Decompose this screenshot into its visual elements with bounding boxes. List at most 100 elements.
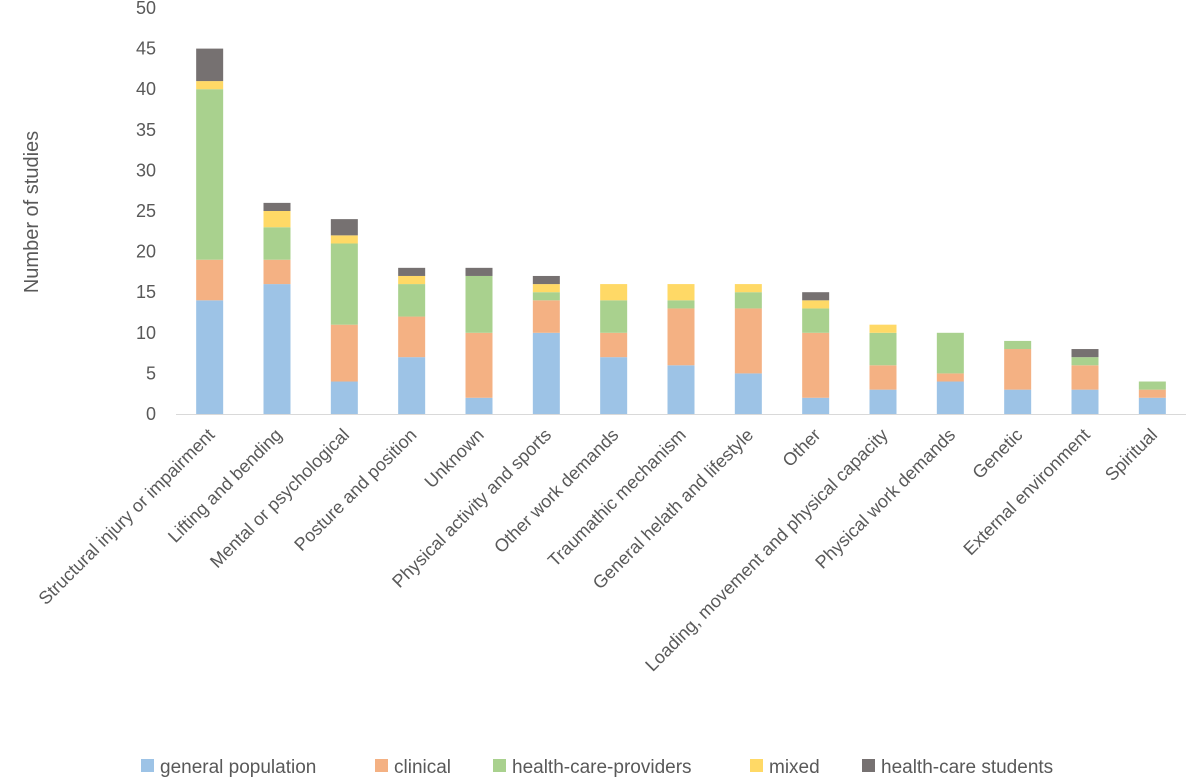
- bar-segment-clinical: [398, 316, 426, 358]
- x-category-label: Traumathic mechanism: [544, 425, 690, 571]
- bar-segment-general-population: [465, 397, 493, 414]
- bar-segment-health-care-providers: [263, 227, 291, 260]
- bar-segment-health-care-providers: [532, 292, 560, 301]
- legend-label: general population: [160, 757, 316, 778]
- bar-segment-mixed: [869, 324, 897, 333]
- legend-swatch: [375, 759, 388, 772]
- legend-swatch: [862, 759, 875, 772]
- y-tick-label: 0: [146, 404, 156, 424]
- x-category-label: Unknown: [421, 425, 488, 492]
- x-category-label: External environment: [959, 425, 1093, 559]
- bar-segment-health-care-students: [330, 219, 358, 236]
- legend-label: health-care-providers: [512, 757, 692, 778]
- bar-segment-clinical: [802, 332, 830, 398]
- bar-segment-mixed: [330, 235, 358, 244]
- bar-segment-health-care-providers: [1138, 381, 1166, 390]
- bar-segment-health-care-providers: [398, 284, 426, 317]
- y-axis: 0 5 10 15 20 25 30 35 40 45 50: [136, 0, 156, 424]
- bar-segment-health-care-students: [196, 48, 224, 82]
- legend-label: mixed: [769, 757, 820, 778]
- bar-segment-health-care-providers: [330, 243, 358, 325]
- x-category-label: Posture and position: [290, 425, 420, 555]
- y-tick-label: 35: [136, 120, 156, 140]
- x-category-label: Other: [779, 425, 825, 471]
- bar-segment-health-care-providers: [936, 332, 964, 374]
- bar-segment-health-care-students: [398, 267, 426, 276]
- bar-segment-clinical: [196, 259, 224, 301]
- bar-segment-clinical: [532, 300, 560, 333]
- y-tick-label: 50: [136, 0, 156, 18]
- bar-segment-mixed: [196, 81, 224, 90]
- y-tick-label: 15: [136, 282, 156, 302]
- bar-segment-general-population: [532, 332, 560, 414]
- bar-segment-clinical: [734, 308, 762, 374]
- bar-segment-clinical: [263, 259, 291, 285]
- bar-segment-general-population: [1138, 397, 1166, 414]
- bar-segment-health-care-providers: [1071, 357, 1099, 366]
- bar-segment-general-population: [936, 381, 964, 414]
- bar-segment-clinical: [600, 332, 628, 358]
- bar-segment-general-population: [1071, 389, 1099, 414]
- x-category-label: Other work demands: [490, 425, 622, 557]
- bar-segment-general-population: [734, 373, 762, 414]
- bar-segment-general-population: [398, 357, 426, 414]
- bar-segment-mixed: [263, 211, 291, 228]
- bar-segment-health-care-students: [1071, 349, 1099, 358]
- bar-segment-mixed: [398, 275, 426, 285]
- bar-segment-clinical: [1071, 365, 1099, 390]
- bar-segment-health-care-providers: [734, 292, 762, 309]
- bar-segment-health-care-providers: [1004, 340, 1032, 350]
- y-tick-label: 5: [146, 363, 156, 383]
- bar-segment-mixed: [802, 300, 830, 309]
- bar-segment-mixed: [667, 284, 695, 301]
- bar-segment-health-care-providers: [869, 332, 897, 366]
- bar-segment-mixed: [600, 284, 628, 301]
- x-category-label: Spiritual: [1101, 425, 1161, 485]
- y-tick-label: 25: [136, 201, 156, 221]
- bar-segment-general-population: [330, 381, 358, 414]
- bar-segment-general-population: [1004, 389, 1032, 414]
- bar-segment-clinical: [465, 332, 493, 398]
- x-category-label: Physical work demands: [811, 425, 959, 573]
- bar-segment-health-care-students: [532, 275, 560, 285]
- x-category-label: Loading, movement and physical capacity: [641, 425, 891, 675]
- y-tick-label: 45: [136, 39, 156, 59]
- bar-segment-clinical: [1138, 389, 1166, 398]
- y-axis-title: Number of studies: [21, 131, 43, 293]
- bar-segment-health-care-students: [802, 292, 830, 301]
- bar-segment-clinical: [667, 308, 695, 366]
- y-tick-label: 40: [136, 79, 156, 99]
- bar-segment-health-care-providers: [196, 89, 224, 260]
- y-tick-label: 30: [136, 160, 156, 180]
- legend-swatch: [493, 759, 506, 772]
- bar-segment-health-care-students: [465, 267, 493, 276]
- bar-segment-general-population: [600, 357, 628, 414]
- bar-segment-health-care-providers: [465, 275, 493, 333]
- bar-segment-general-population: [263, 284, 291, 414]
- legend-swatch: [141, 759, 154, 772]
- y-tick-label: 10: [136, 323, 156, 343]
- bar-segment-general-population: [802, 397, 830, 414]
- bar-segment-mixed: [734, 284, 762, 293]
- x-category-label: Lifting and bending: [164, 425, 286, 547]
- legend-label: health-care students: [881, 757, 1053, 778]
- bar-segment-general-population: [667, 365, 695, 414]
- bar-segment-health-care-providers: [600, 300, 628, 333]
- y-tick-label: 20: [136, 242, 156, 262]
- bar-segment-clinical: [869, 365, 897, 390]
- legend-label: clinical: [394, 757, 451, 778]
- x-category-label: Mental or psychological: [206, 425, 353, 572]
- bar-segment-general-population: [196, 300, 224, 414]
- bar-segment-mixed: [532, 284, 560, 293]
- bars: [196, 48, 1166, 414]
- x-category-label: Genetic: [968, 425, 1026, 483]
- bar-segment-general-population: [869, 389, 897, 414]
- bar-segment-health-care-providers: [667, 300, 695, 309]
- legend: general population clinical health-care-pr…: [141, 757, 1053, 778]
- bar-segment-clinical: [330, 324, 358, 382]
- bar-segment-clinical: [936, 373, 964, 382]
- legend-swatch: [750, 759, 763, 772]
- bar-segment-health-care-students: [263, 202, 291, 211]
